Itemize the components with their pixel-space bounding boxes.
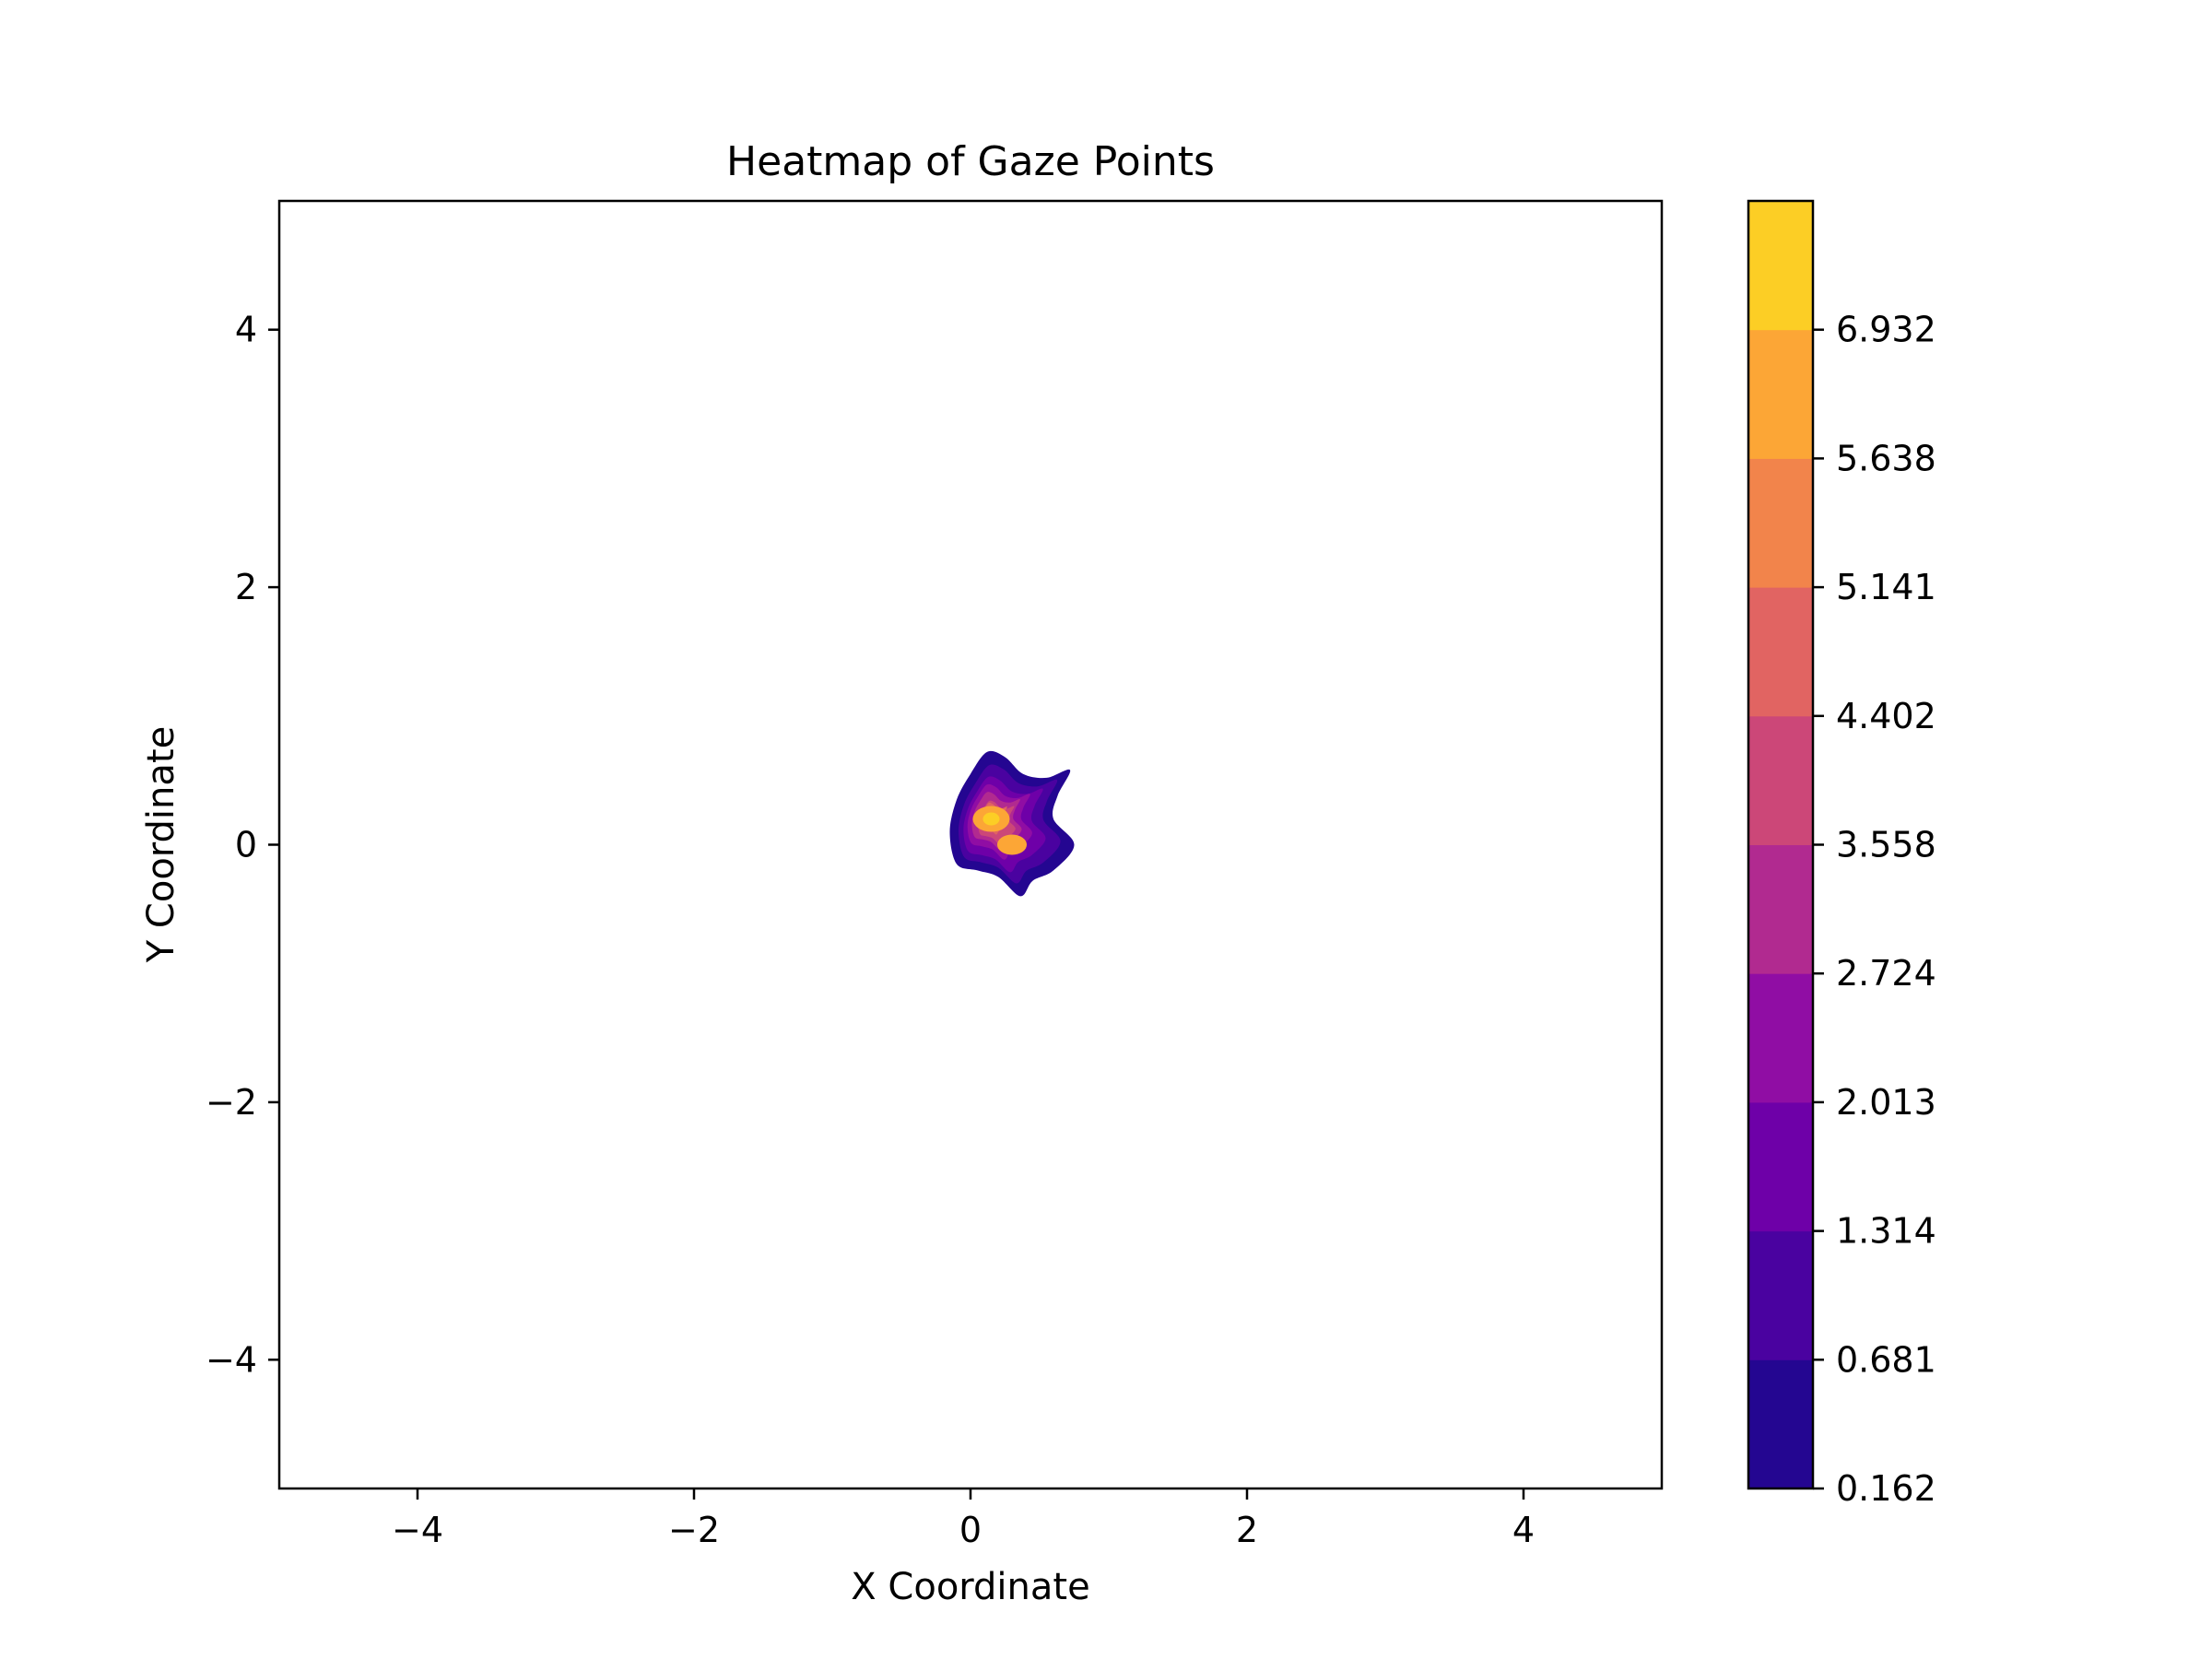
colorbar-tick-label: 0.162 <box>1836 1468 1936 1509</box>
y-axis: −4 −2 0 2 4 <box>206 310 279 1380</box>
colorbar-band <box>1748 1101 1813 1232</box>
y-tick-label: 2 <box>235 567 257 607</box>
colorbar-band <box>1748 1230 1813 1360</box>
colorbar-band <box>1748 587 1813 717</box>
colorbar-tick-label: 4.402 <box>1836 696 1936 736</box>
colorbar-bands <box>1748 201 1813 1489</box>
colorbar-ticks: 0.162 0.681 1.314 2.013 2.724 3.558 4.402 5.141… <box>1813 310 1936 1509</box>
x-tick-label: −4 <box>392 1510 443 1550</box>
y-tick-label: −2 <box>206 1082 257 1123</box>
colorbar-tick-label: 5.638 <box>1836 438 1936 478</box>
contour-peak <box>997 834 1027 855</box>
chart-title: Heatmap of Gaze Points <box>726 138 1215 185</box>
x-tick-label: −2 <box>668 1510 720 1550</box>
colorbar-tick-label: 2.724 <box>1836 953 1936 994</box>
x-tick-label: 0 <box>959 1510 982 1550</box>
colorbar-band <box>1748 1359 1813 1489</box>
colorbar: 0.162 0.681 1.314 2.013 2.724 3.558 4.402 5.141… <box>1747 199 1936 1509</box>
x-tick-label: 4 <box>1512 1510 1535 1550</box>
colorbar-tick-label: 1.314 <box>1836 1211 1936 1252</box>
colorbar-tick-label: 6.932 <box>1836 310 1936 350</box>
y-tick-label: 4 <box>235 310 257 350</box>
colorbar-tick-label: 3.558 <box>1836 825 1936 865</box>
colorbar-tick-label: 0.681 <box>1836 1339 1936 1380</box>
colorbar-tick-label: 2.013 <box>1836 1082 1936 1123</box>
colorbar-band <box>1748 973 1813 1103</box>
x-tick-label: 2 <box>1236 1510 1258 1550</box>
x-axis-label: X Coordinate <box>851 1566 1089 1608</box>
colorbar-band <box>1748 458 1813 588</box>
colorbar-band <box>1748 329 1813 459</box>
contour-peak-max <box>982 812 1000 826</box>
colorbar-band <box>1748 715 1813 845</box>
colorbar-band <box>1748 844 1813 974</box>
contour-layer <box>949 750 1075 897</box>
y-tick-label: −4 <box>206 1339 257 1380</box>
plot-area <box>277 199 1664 1490</box>
colorbar-band <box>1748 201 1813 331</box>
x-axis: −4 −2 0 2 4 <box>392 1488 1535 1550</box>
colorbar-tick-label: 5.141 <box>1836 567 1936 607</box>
y-tick-label: 0 <box>235 825 257 865</box>
y-axis-label: Y Coordinate <box>140 726 182 963</box>
